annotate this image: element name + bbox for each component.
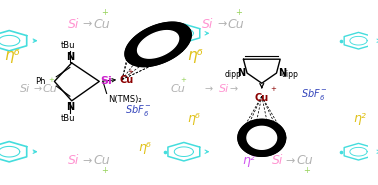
Polygon shape (238, 119, 286, 156)
Text: +: + (48, 77, 54, 83)
Text: →: → (217, 19, 226, 29)
Text: →: → (204, 84, 212, 94)
Text: Si: Si (68, 154, 79, 167)
Text: η⁶: η⁶ (138, 30, 149, 40)
Polygon shape (247, 126, 277, 149)
Text: →: → (285, 156, 294, 166)
Text: Cu: Cu (228, 18, 245, 31)
Text: $\mathregular{SbF_6^-}$: $\mathregular{SbF_6^-}$ (302, 87, 328, 102)
Text: Cu: Cu (296, 154, 313, 167)
Text: η⁶: η⁶ (4, 48, 19, 63)
Text: Ph: Ph (35, 77, 45, 86)
Text: +: + (235, 9, 242, 17)
Text: tBu: tBu (61, 114, 75, 123)
Text: η²: η² (243, 154, 256, 167)
Text: Si: Si (101, 76, 112, 86)
Text: Cu: Cu (42, 84, 57, 94)
Text: tBu: tBu (61, 41, 75, 50)
Text: +: + (101, 166, 108, 175)
Text: Cu: Cu (255, 93, 269, 103)
Text: →: → (230, 84, 238, 94)
Text: dipp: dipp (282, 70, 299, 79)
Text: η⁶: η⁶ (138, 142, 151, 154)
Text: Si: Si (202, 18, 214, 31)
Polygon shape (138, 31, 179, 58)
Text: Cu: Cu (120, 75, 134, 85)
Text: →: → (83, 19, 92, 29)
Text: η⁶: η⁶ (187, 112, 200, 125)
Text: Cu: Cu (94, 154, 110, 167)
Text: N: N (278, 68, 287, 78)
Text: +: + (128, 69, 133, 75)
Text: N: N (66, 102, 74, 112)
Text: N: N (237, 68, 245, 78)
Text: η⁶: η⁶ (187, 48, 203, 63)
Text: Si: Si (20, 84, 31, 94)
Text: N: N (66, 52, 74, 62)
Text: dipp: dipp (225, 70, 242, 79)
Text: →: → (83, 156, 92, 166)
Text: Si: Si (219, 84, 229, 94)
Text: Si: Si (68, 18, 79, 31)
Text: +: + (180, 77, 186, 83)
Text: +: + (270, 86, 276, 92)
Text: N(TMS)₂: N(TMS)₂ (108, 95, 142, 104)
Text: →: → (33, 84, 41, 94)
Text: +: + (101, 9, 108, 17)
Polygon shape (125, 22, 191, 67)
Text: Cu: Cu (171, 84, 186, 94)
Text: Si: Si (272, 154, 284, 167)
Text: η²: η² (353, 112, 366, 125)
Text: $\mathregular{SbF_6^-}$: $\mathregular{SbF_6^-}$ (125, 102, 152, 118)
Text: Cu: Cu (94, 18, 110, 31)
Text: +: + (303, 166, 310, 175)
